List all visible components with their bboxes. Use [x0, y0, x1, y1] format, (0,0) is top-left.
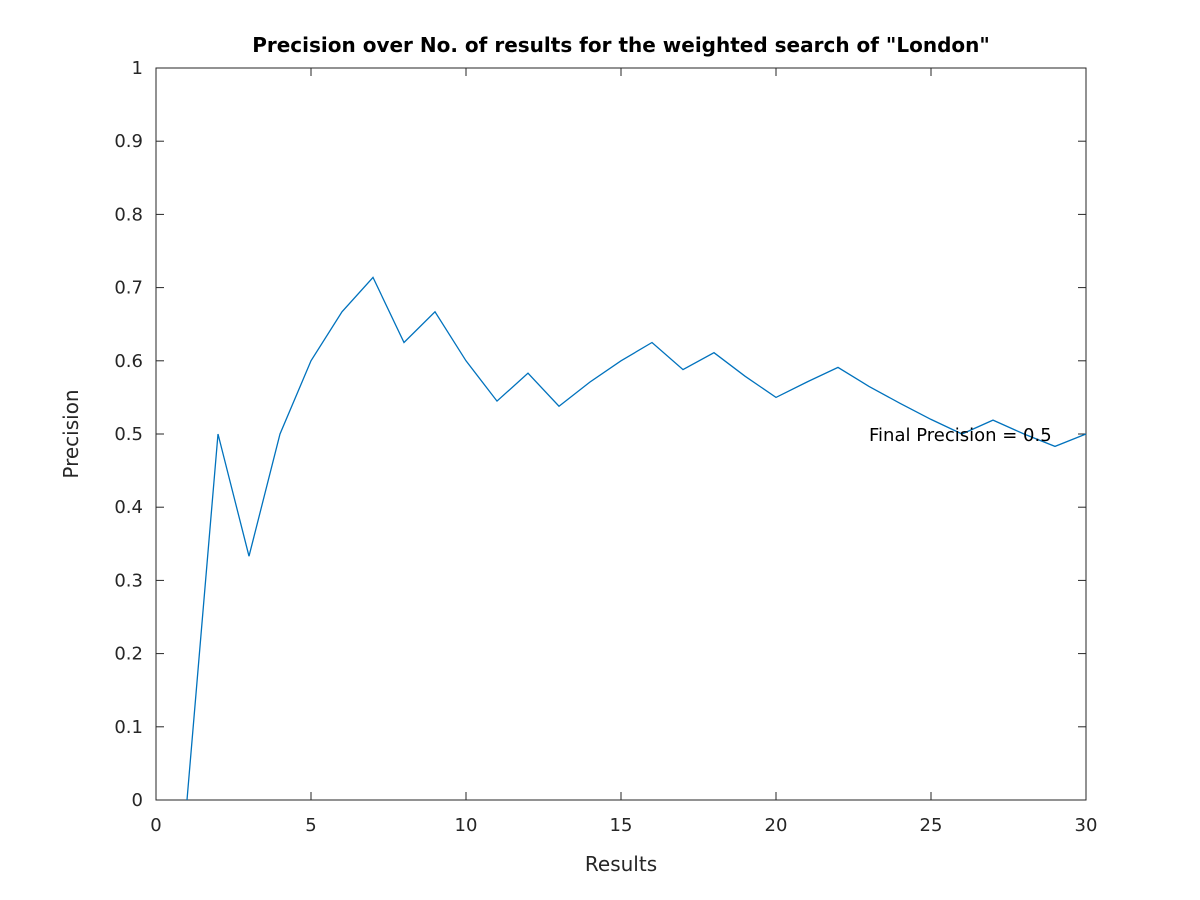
x-axis-label: Results: [585, 852, 657, 876]
tick-labels: 0 5 10 15 20 25 30 0 0.1 0.2 0.3 0.4 0.5 0.6 0.7 0.8 0.9…: [114, 58, 1097, 836]
final-precision-annotation: Final Precision = 0.5: [869, 425, 1052, 446]
y-tick-label: 0.6: [114, 351, 143, 372]
x-tick-label: 15: [610, 815, 633, 836]
y-tick-label: 0.4: [114, 497, 143, 518]
y-axis-label: Precision: [59, 389, 83, 478]
x-tick-label: 20: [765, 815, 788, 836]
chart-title: Precision over No. of results for the we…: [252, 33, 990, 57]
x-tick-label: 30: [1075, 815, 1098, 836]
y-tick-label: 0.9: [114, 131, 143, 152]
y-tick-label: 0.1: [114, 717, 143, 738]
x-tick-label: 5: [305, 815, 316, 836]
y-tick-label: 0.3: [114, 570, 143, 591]
annotations-group: Final Precision = 0.5: [869, 425, 1052, 446]
x-tick-label: 0: [150, 815, 161, 836]
plot-area: [155, 67, 1087, 801]
y-tick-label: 0.5: [114, 424, 143, 445]
y-tick-label: 1: [132, 58, 143, 79]
series-group: [186, 276, 1087, 801]
x-tick-label: 25: [920, 815, 943, 836]
y-tick-label: 0: [132, 790, 143, 811]
series-line: [186, 276, 1087, 801]
axis-ticks: [155, 67, 1087, 801]
y-tick-label: 0.7: [114, 278, 143, 299]
y-tick-label: 0.8: [114, 204, 143, 225]
y-tick-label: 0.2: [114, 644, 143, 665]
x-tick-label: 10: [455, 815, 478, 836]
